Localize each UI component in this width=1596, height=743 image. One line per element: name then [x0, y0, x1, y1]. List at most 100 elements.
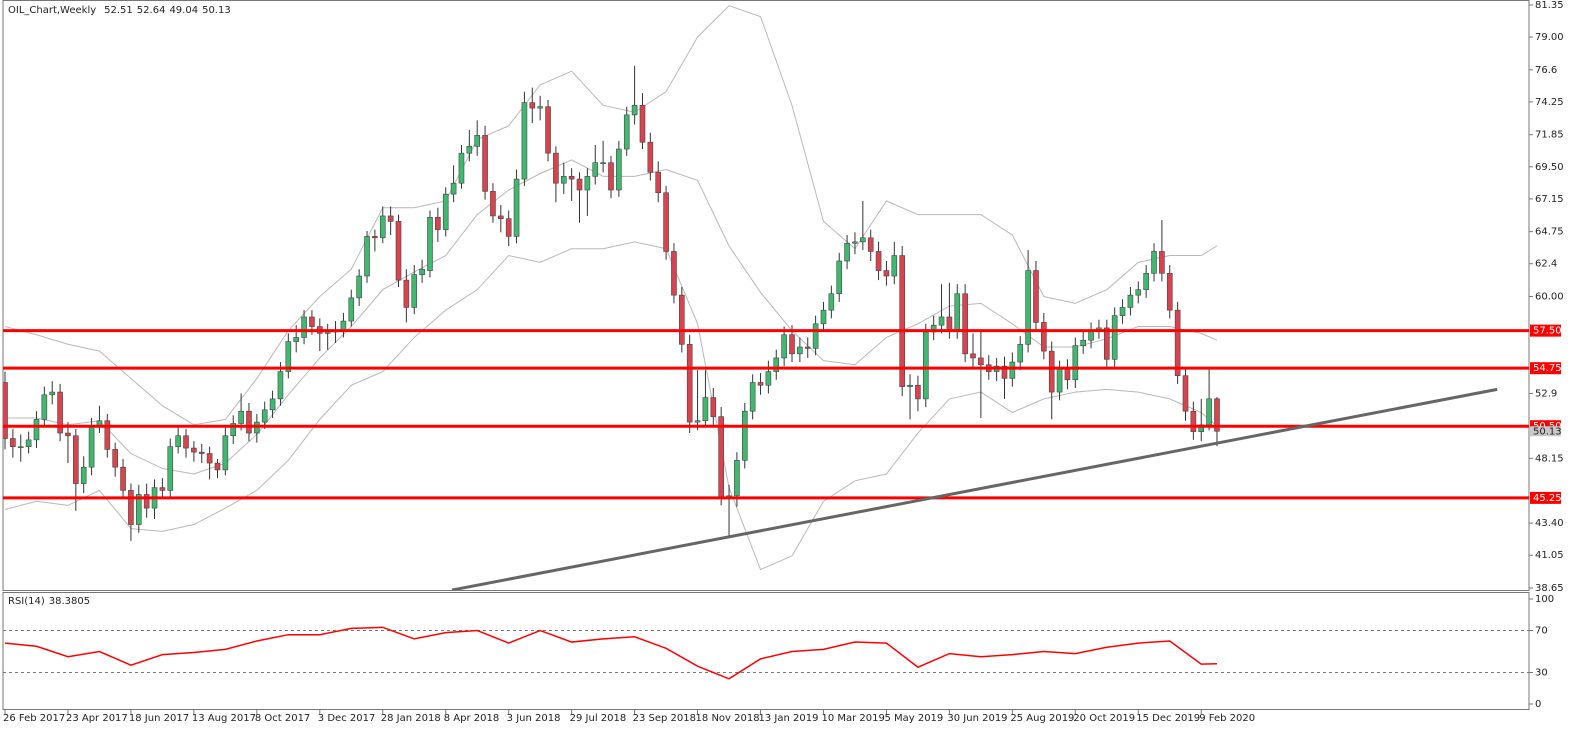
x-tick-label: 15 Dec 2019 [1136, 713, 1200, 724]
y-tick-label: 81.35 [1535, 0, 1564, 11]
ohlc-close: 50.13 [202, 5, 231, 16]
candle-body [301, 316, 307, 338]
level-label: 57.50 [1533, 326, 1562, 337]
candle-body [1033, 270, 1039, 323]
header: OIL_Chart,Weekly 52.51 52.64 49.04 50.13 [8, 5, 231, 16]
candle-body [293, 337, 299, 342]
candle-body [246, 410, 252, 434]
candle-body [576, 178, 583, 191]
candle-body [899, 255, 905, 387]
candle-body [679, 294, 685, 345]
candle-body [938, 316, 945, 326]
y-tick-label: 48.15 [1535, 453, 1564, 464]
candle-body [387, 215, 394, 222]
y-tick-label: 64.75 [1535, 227, 1564, 238]
candle-body [1151, 251, 1157, 274]
candle-body [1127, 294, 1134, 308]
candle-body [88, 425, 95, 468]
candle-body [73, 435, 79, 484]
y-tick-label: 41.05 [1535, 550, 1564, 561]
x-tick-label: 28 Jan 2018 [381, 713, 441, 724]
candle-body [789, 334, 795, 355]
rsi-tick-label: 30 [1535, 668, 1548, 679]
x-tick-label: 30 Jun 2019 [947, 713, 1007, 724]
x-tick-label: 5 May 2019 [884, 713, 943, 724]
y-tick-label: 38.65 [1535, 583, 1564, 594]
level-label-box [1530, 362, 1561, 375]
candle-body [781, 334, 787, 359]
candle-body [238, 410, 244, 424]
x-tick-label: 23 Apr 2017 [66, 713, 128, 724]
candle-body [1190, 410, 1197, 432]
chart-title: OIL_Chart,Weekly [8, 5, 96, 16]
candle-body [458, 152, 465, 184]
candle-body [1174, 309, 1181, 376]
x-tick-label: 23 Sep 2018 [633, 713, 696, 724]
candle-body [1111, 315, 1118, 360]
candle-body [836, 260, 843, 295]
candle-body [702, 397, 709, 422]
candle-body [1182, 375, 1189, 412]
candle-body [867, 237, 874, 252]
candle-body [112, 449, 118, 468]
price-plot [3, 5, 1529, 590]
candle-body [356, 275, 362, 299]
candle-body [128, 490, 134, 525]
candle-body [450, 182, 457, 195]
candle-body [773, 357, 780, 372]
candle-body [828, 293, 835, 311]
rsi-tick-label: 0 [1535, 699, 1541, 710]
rsi-line [4, 626, 1217, 680]
candle-body [639, 105, 646, 143]
candle-body [1025, 270, 1031, 345]
candle-body [1048, 350, 1055, 393]
candle-body [379, 215, 386, 239]
candle-body [1135, 289, 1142, 296]
x-tick-label: 13 Jan 2019 [759, 713, 819, 724]
candle-body [49, 391, 56, 396]
candle-body [797, 346, 803, 355]
candle-body [65, 432, 71, 437]
candle-body [10, 438, 16, 447]
bollinger-upper [4, 5, 1218, 426]
level-label: 54.75 [1533, 363, 1562, 374]
candle-body [277, 371, 284, 400]
y-tick-label: 79.00 [1535, 32, 1564, 43]
candle-body [395, 221, 402, 281]
candle-body [875, 251, 882, 271]
x-tick-label: 29 Jul 2018 [570, 713, 627, 724]
candle-body [490, 191, 496, 217]
candle-body [686, 343, 693, 423]
price-panel [2, 0, 1530, 591]
candle-body [513, 178, 520, 237]
candle-body [222, 435, 229, 471]
rsi-panel [2, 592, 1530, 710]
y-tick-label: 62.4 [1535, 259, 1557, 270]
trendline [451, 387, 1498, 590]
candle-body [647, 141, 654, 173]
candle-body [922, 331, 929, 400]
candle-body [568, 176, 575, 180]
candle-body [820, 309, 827, 325]
candle-body [946, 316, 953, 331]
candle-body [915, 384, 921, 400]
candle-body [25, 439, 32, 447]
candle-body [608, 162, 614, 191]
x-tick-label: 8 Oct 2017 [255, 713, 310, 724]
candle-body [214, 462, 221, 471]
ohlc-low: 49.04 [169, 5, 198, 16]
candle-body [482, 135, 488, 192]
candle-body [592, 162, 599, 177]
bollinger-lower [4, 241, 1218, 571]
candle-body [261, 409, 268, 423]
candle-body [1080, 339, 1086, 346]
rsi-value: 38.3805 [49, 596, 90, 607]
candle-body [1143, 272, 1149, 290]
candle-body [600, 162, 606, 164]
candle-body [324, 331, 331, 334]
candle-body [1017, 343, 1024, 363]
y-tick-label: 67.15 [1535, 194, 1564, 205]
candle-body [521, 102, 528, 180]
candle-body [3, 382, 8, 439]
